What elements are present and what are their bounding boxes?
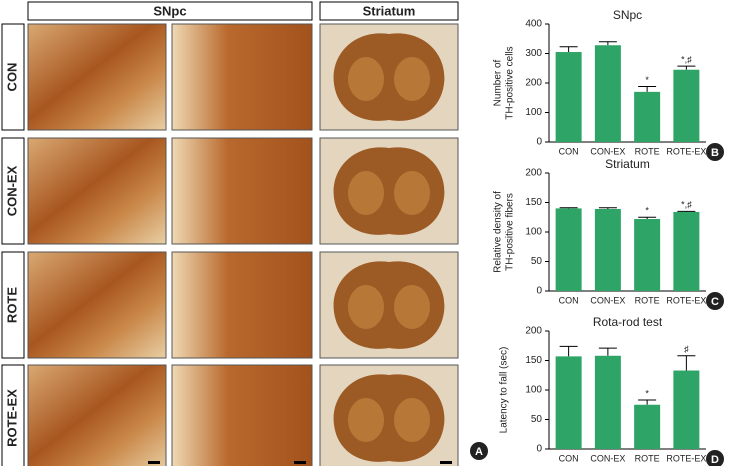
bar (673, 211, 700, 291)
panel-label: D (711, 454, 719, 466)
y-tick-label: 150 (525, 197, 542, 208)
row-label: CON (4, 63, 19, 92)
micrograph (27, 251, 167, 359)
striatum-region (348, 171, 384, 215)
x-tick-label: CON-EX (590, 295, 625, 305)
significance-marker: * (645, 75, 649, 85)
panel-badge (706, 292, 724, 310)
x-tick-label: ROTE (635, 453, 660, 463)
y-axis-label: TH-positive cells (505, 46, 516, 119)
panel-label: C (711, 296, 719, 308)
panel-badge (706, 450, 724, 468)
striatum-region (348, 57, 384, 101)
y-axis-label: TH-positive fibers (505, 193, 516, 271)
y-tick-label: 150 (525, 355, 542, 366)
scale-bar (148, 461, 160, 464)
y-axis-label: Latency to fall (sec) (499, 347, 510, 434)
significance-marker: * (645, 206, 649, 216)
significance-marker: * (645, 388, 649, 398)
x-tick-label: ROTE (635, 146, 660, 156)
x-tick-label: ROTE-EX (666, 295, 706, 305)
panel-badge (470, 442, 488, 460)
row-label: ROTE-EX (4, 389, 19, 447)
image-rows: CON CON-EX ROTE ROTE-EX (1, 23, 459, 471)
significance-marker: *,♯ (681, 55, 692, 65)
row-label-box (1, 23, 25, 131)
y-tick-label: 200 (525, 326, 542, 337)
micrograph (171, 251, 313, 359)
micrograph (27, 137, 167, 245)
y-tick-label: 50 (531, 414, 543, 425)
chart-title: SNpc (613, 8, 642, 22)
bar (555, 356, 582, 449)
scale-bar (440, 461, 452, 464)
x-tick-label: CON-EX (590, 146, 625, 156)
x-tick-label: ROTE (635, 295, 660, 305)
y-tick-label: 100 (525, 227, 542, 238)
bar (555, 52, 582, 142)
bar (673, 370, 700, 449)
panel-label: B (711, 147, 719, 159)
x-tick-label: CON (559, 295, 579, 305)
scale-bar (294, 461, 306, 464)
y-tick-label: 400 (525, 19, 542, 30)
y-axis-label: Number of (493, 59, 504, 106)
header-box (27, 1, 313, 21)
y-tick-label: 50 (531, 256, 543, 267)
y-tick-label: 0 (536, 137, 542, 148)
y-axis-label: Relative density of (493, 191, 504, 273)
striatum-region (394, 171, 430, 215)
bar (673, 69, 700, 142)
micrograph (27, 23, 167, 131)
y-tick-label: 300 (525, 48, 542, 59)
micrograph (171, 364, 313, 471)
y-tick-label: 100 (525, 385, 542, 396)
column-header: SNpc (153, 3, 186, 18)
header-box (319, 1, 459, 21)
striatum-region (394, 57, 430, 101)
bar (555, 208, 582, 291)
row-label-box (1, 251, 25, 359)
row-label-box (1, 364, 25, 471)
significance-marker: *,♯ (681, 200, 692, 210)
row-label-box (1, 137, 25, 245)
y-tick-label: 0 (536, 444, 542, 455)
chart-title: Rota-rod test (593, 315, 663, 329)
bar (594, 45, 621, 142)
panel-label: A (475, 446, 483, 458)
row-label: ROTE (4, 287, 19, 323)
bar (634, 219, 661, 291)
striatum-region (394, 285, 430, 329)
x-tick-label: CON (559, 146, 579, 156)
bar (634, 91, 661, 142)
y-tick-label: 200 (525, 78, 542, 89)
bar (594, 355, 621, 449)
significance-marker: ♯ (684, 344, 689, 354)
micrograph (171, 137, 313, 245)
x-tick-label: ROTE-EX (666, 453, 706, 463)
striatum-region (348, 398, 384, 442)
bar (594, 208, 621, 291)
striatum-region (348, 285, 384, 329)
x-tick-label: CON (559, 453, 579, 463)
column-header: Striatum (363, 3, 416, 18)
micrograph (27, 364, 167, 471)
y-tick-label: 200 (525, 168, 542, 179)
row-label: CON-EX (4, 165, 19, 216)
x-tick-label: ROTE-EX (666, 146, 706, 156)
y-tick-label: 0 (536, 286, 542, 297)
y-tick-label: 100 (525, 107, 542, 118)
chart-title: Striatum (605, 157, 650, 171)
micrograph (171, 23, 313, 131)
striatum-region (394, 398, 430, 442)
x-tick-label: CON-EX (590, 453, 625, 463)
bar (634, 404, 661, 449)
panel-badge (706, 143, 724, 161)
